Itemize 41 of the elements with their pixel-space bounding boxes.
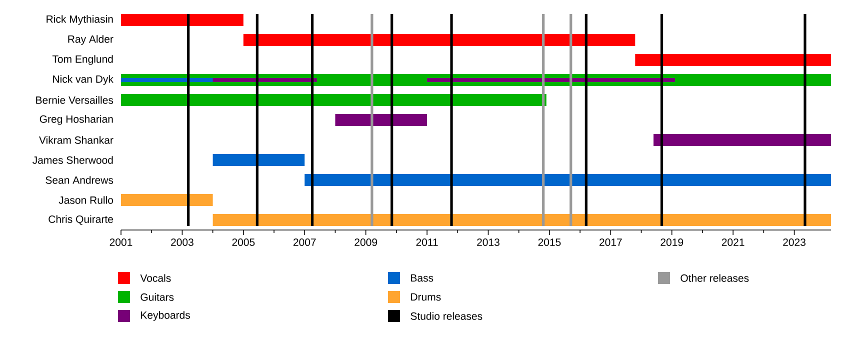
x-tick-label: 2011	[416, 238, 438, 246]
legend-label: Studio releases	[410, 312, 482, 320]
bar	[212, 214, 832, 226]
x-tick-label: 2017	[600, 238, 622, 246]
legend-label: Vocals	[140, 274, 171, 282]
bar	[335, 114, 428, 126]
y-tick-label: Ray Alder	[68, 35, 114, 45]
y-tick-label: Rick Mythiasin	[46, 15, 113, 25]
x-tick-label: 2003	[171, 238, 194, 246]
bar	[212, 154, 305, 166]
y-tick-label: Bernie Versailles	[36, 96, 114, 104]
bar	[121, 194, 213, 206]
x-tick-label: 2023	[783, 238, 806, 246]
y-tick-label: Chris Quirarte	[48, 215, 113, 225]
bar	[304, 174, 832, 186]
bar	[635, 54, 832, 66]
bar	[654, 134, 832, 146]
y-tick-label: Tom Englund	[52, 55, 113, 65]
x-tick-label: 2007	[293, 238, 316, 246]
y-tick-label: Sean Andrews	[46, 176, 114, 184]
legend-label: Drums	[411, 293, 441, 301]
bar	[121, 14, 244, 26]
y-tick-label: James Sherwood	[32, 156, 113, 164]
y-tick-label: Jason Rullo	[58, 196, 114, 204]
bar	[243, 34, 636, 46]
bar	[427, 78, 675, 82]
legend-label: Keyboards	[141, 311, 190, 321]
y-tick-label: Vikram Shankar	[39, 136, 114, 144]
legend-label: Bass	[411, 274, 434, 282]
x-tick-label: 2015	[538, 238, 561, 246]
x-tick-label: 2005	[232, 238, 255, 246]
bar	[121, 94, 546, 106]
x-tick-label: 2013	[477, 238, 500, 246]
x-tick-label: 2019	[660, 238, 684, 246]
legend-label: Other releases	[680, 274, 749, 282]
x-tick-label: 2009	[354, 238, 378, 246]
y-tick-label: Greg Hosharian	[40, 115, 113, 125]
legend-label: Guitars	[140, 293, 174, 301]
y-tick-label: Nick van Dyk	[53, 75, 114, 85]
x-tick-label: 2021	[722, 238, 744, 246]
x-tick-label: 2001	[110, 238, 132, 246]
